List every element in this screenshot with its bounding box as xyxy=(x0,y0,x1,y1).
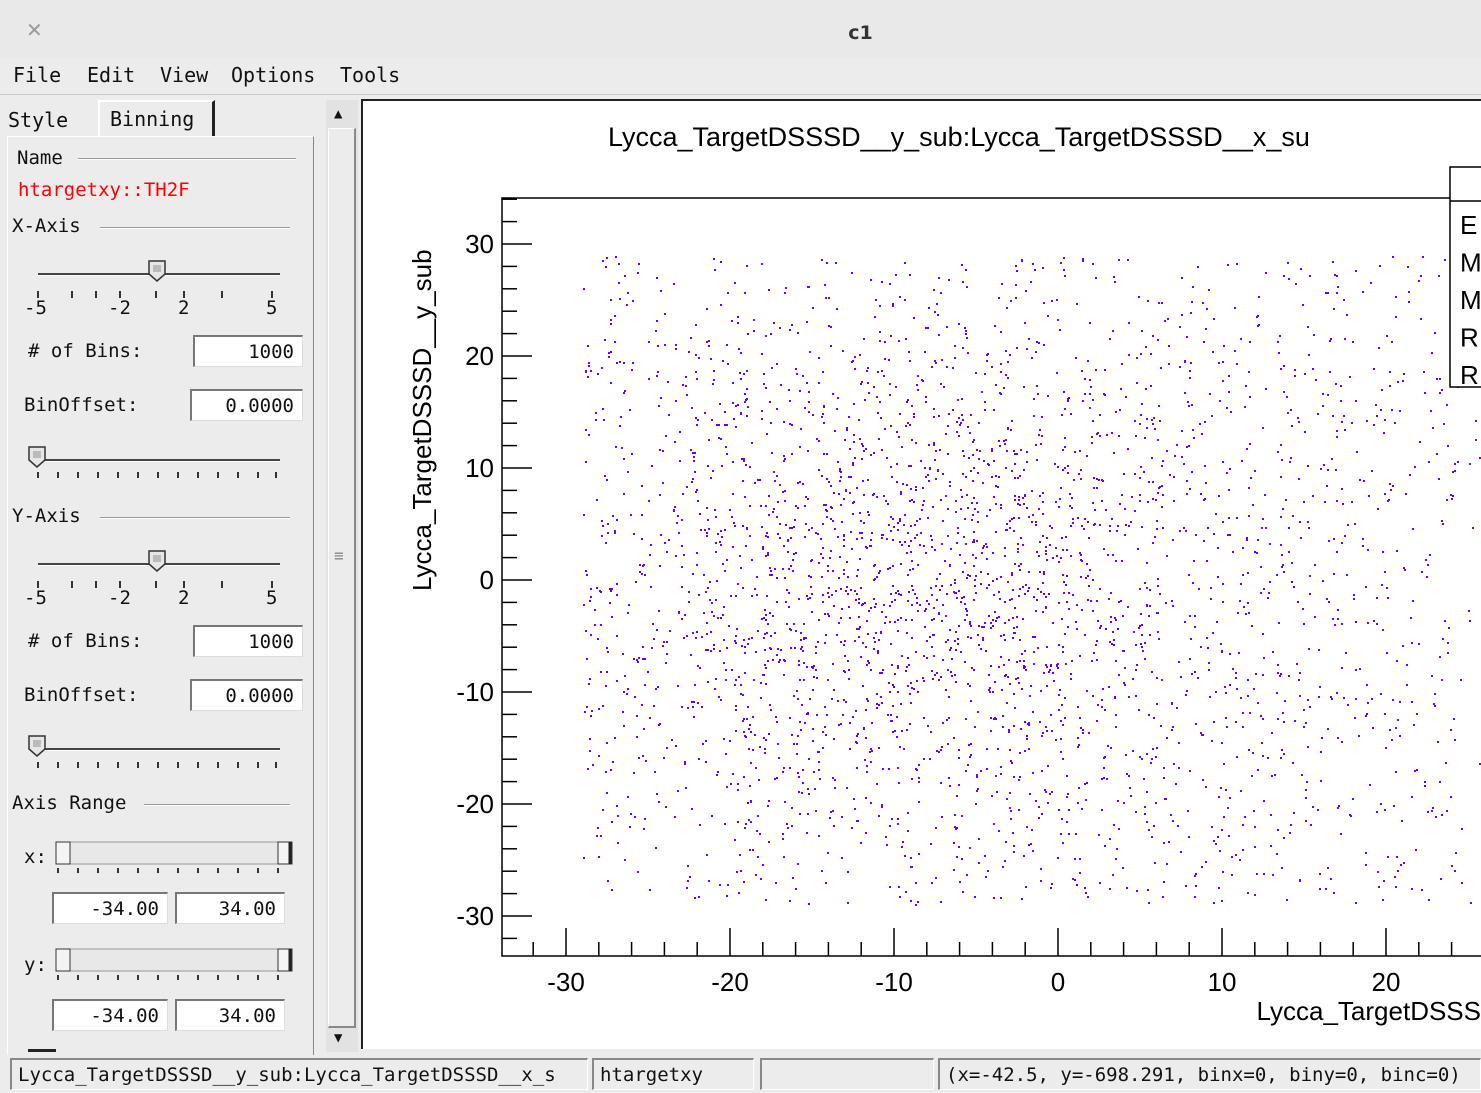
status-empty xyxy=(760,1058,934,1090)
xaxis-offset-knob[interactable] xyxy=(28,446,46,468)
yrange-min-input[interactable]: -34.00 xyxy=(52,999,168,1031)
binning-frame xyxy=(7,136,314,1057)
window-title: c1 xyxy=(848,22,873,44)
scatter-points xyxy=(583,256,1481,906)
xrange-max-input[interactable]: 34.00 xyxy=(175,892,285,924)
xaxis-bins-label: # of Bins: xyxy=(28,340,143,362)
menu-options[interactable]: Options xyxy=(231,63,316,87)
stats-box-entry: M xyxy=(1460,285,1481,315)
menu-edit[interactable]: Edit xyxy=(87,63,136,87)
xrange-min-input[interactable]: -34.00 xyxy=(52,892,168,924)
y-tick-label: -20 xyxy=(456,789,494,819)
xaxis-offset-slider[interactable] xyxy=(38,459,280,462)
y-tick-label: -10 xyxy=(456,677,494,707)
scroll-up-icon[interactable]: ▲ xyxy=(334,106,343,122)
tab-binning-label: Binning xyxy=(110,107,195,131)
menu-file[interactable]: File xyxy=(13,63,62,87)
scrollbar-thumb[interactable] xyxy=(328,128,356,1028)
xaxis-offset-label: BinOffset: xyxy=(24,394,139,416)
stats-box-entry: E xyxy=(1460,210,1477,240)
xaxis-offset-input[interactable]: 0.0000 xyxy=(190,389,303,421)
yaxis-rebin-tick: -5 xyxy=(24,587,47,609)
yaxis-offset-knob[interactable] xyxy=(28,735,46,757)
yaxis-rebin-knob[interactable] xyxy=(148,550,166,572)
xaxis-offset-ticks xyxy=(37,472,277,478)
plot-title: Lycca_TargetDSSSD__y_sub:Lycca_TargetDSS… xyxy=(608,122,1310,152)
divider xyxy=(100,227,290,229)
status-object: Lycca_TargetDSSSD__y_sub:Lycca_TargetDSS… xyxy=(10,1058,588,1090)
yrange-max-input[interactable]: 34.00 xyxy=(175,999,285,1031)
x-tick-label: 20 xyxy=(1372,967,1401,997)
histogram-plot[interactable]: Lycca_TargetDSSSD__y_sub:Lycca_TargetDSS… xyxy=(363,101,1481,1049)
xrange-label: x: xyxy=(24,846,47,868)
status-bar: Lycca_TargetDSSSD__y_sub:Lycca_TargetDSS… xyxy=(0,1055,1481,1093)
yaxis-bins-label: # of Bins: xyxy=(28,630,143,652)
xaxis-rebin-ticks xyxy=(37,291,273,298)
yaxis-rebin-tick: -2 xyxy=(108,587,131,609)
x-tick-label: -10 xyxy=(875,967,913,997)
xaxis-rebin-knob[interactable] xyxy=(148,260,166,282)
yaxis-offset-label: BinOffset: xyxy=(24,684,139,706)
partial-slider-edge xyxy=(28,1049,56,1052)
y-tick-label: 10 xyxy=(465,453,494,483)
menu-bar: File Edit View Options Tools xyxy=(0,58,1481,95)
yaxis-offset-input[interactable]: 0.0000 xyxy=(190,679,303,711)
xaxis-rebin-tick: 2 xyxy=(178,297,190,319)
scatter-point-cloud xyxy=(583,256,1481,906)
yaxis-offset-slider[interactable] xyxy=(38,748,280,751)
yaxis-offset-ticks xyxy=(37,762,277,768)
menu-view[interactable]: View xyxy=(160,63,209,87)
xaxis-bins-input[interactable]: 1000 xyxy=(193,335,303,367)
divider xyxy=(100,517,290,519)
menu-tools[interactable]: Tools xyxy=(340,63,401,87)
axes: -30 -20 -10 0 10 20 30 20 10 0 -10 -20 -30 xyxy=(456,198,1453,997)
stats-box-entry: R xyxy=(1460,323,1479,353)
x-tick-label: 10 xyxy=(1208,967,1237,997)
x-axis-label: Lycca_TargetDSSS xyxy=(1257,996,1481,1026)
yrange-label: y: xyxy=(24,954,47,976)
yaxis-rebin-tick: 2 xyxy=(178,587,190,609)
window-titlebar: ✕ c1 xyxy=(0,0,1481,62)
yaxis-rebin-tick: 5 xyxy=(266,587,278,609)
x-tick-label: -20 xyxy=(711,967,749,997)
yaxis-bins-input[interactable]: 1000 xyxy=(193,625,303,657)
plot-frame xyxy=(501,197,1481,957)
tab-binning[interactable]: Binning xyxy=(98,100,215,136)
close-icon[interactable]: ✕ xyxy=(26,18,43,42)
y-tick-label: -30 xyxy=(456,901,494,931)
scroll-down-icon[interactable]: ▼ xyxy=(334,1030,343,1046)
y-tick-label: 20 xyxy=(465,341,494,371)
editor-scrollbar[interactable]: ▲ ≡ ▼ xyxy=(326,100,358,1052)
xaxis-group-label: X-Axis xyxy=(12,215,81,237)
y-axis-label: Lycca_TargetDSSSD__y_sub xyxy=(407,249,437,591)
status-info: (x=-42.5, y=-698.291, binx=0, biny=0, bi… xyxy=(938,1058,1481,1090)
xaxis-rebin-tick: -2 xyxy=(108,297,131,319)
object-name: htargetxy::TH2F xyxy=(18,179,190,201)
y-tick-label: 30 xyxy=(465,229,494,259)
divider xyxy=(78,158,296,160)
stats-box-entry: R xyxy=(1460,360,1479,390)
stats-box[interactable] xyxy=(1449,166,1481,388)
x-tick-label: 0 xyxy=(1051,967,1065,997)
xaxis-rebin-tick: 5 xyxy=(266,297,278,319)
xaxis-rebin-tick: -5 xyxy=(24,297,47,319)
xrange-double-slider[interactable] xyxy=(54,840,296,876)
divider xyxy=(144,804,290,806)
status-name: htargetxy xyxy=(592,1058,754,1090)
plot-canvas[interactable]: Lycca_TargetDSSSD__y_sub:Lycca_TargetDSS… xyxy=(361,99,1481,1049)
scroll-grip-icon: ≡ xyxy=(334,546,344,565)
yaxis-rebin-ticks xyxy=(37,581,273,588)
y-tick-label: 0 xyxy=(480,565,494,595)
tab-style[interactable]: Style xyxy=(8,108,69,132)
stats-box-entry: M xyxy=(1460,248,1481,278)
name-group-label: Name xyxy=(17,147,63,169)
axis-range-group-label: Axis Range xyxy=(12,792,127,814)
x-tick-label: -30 xyxy=(547,967,585,997)
yaxis-group-label: Y-Axis xyxy=(12,505,81,527)
yrange-double-slider[interactable] xyxy=(54,947,296,983)
